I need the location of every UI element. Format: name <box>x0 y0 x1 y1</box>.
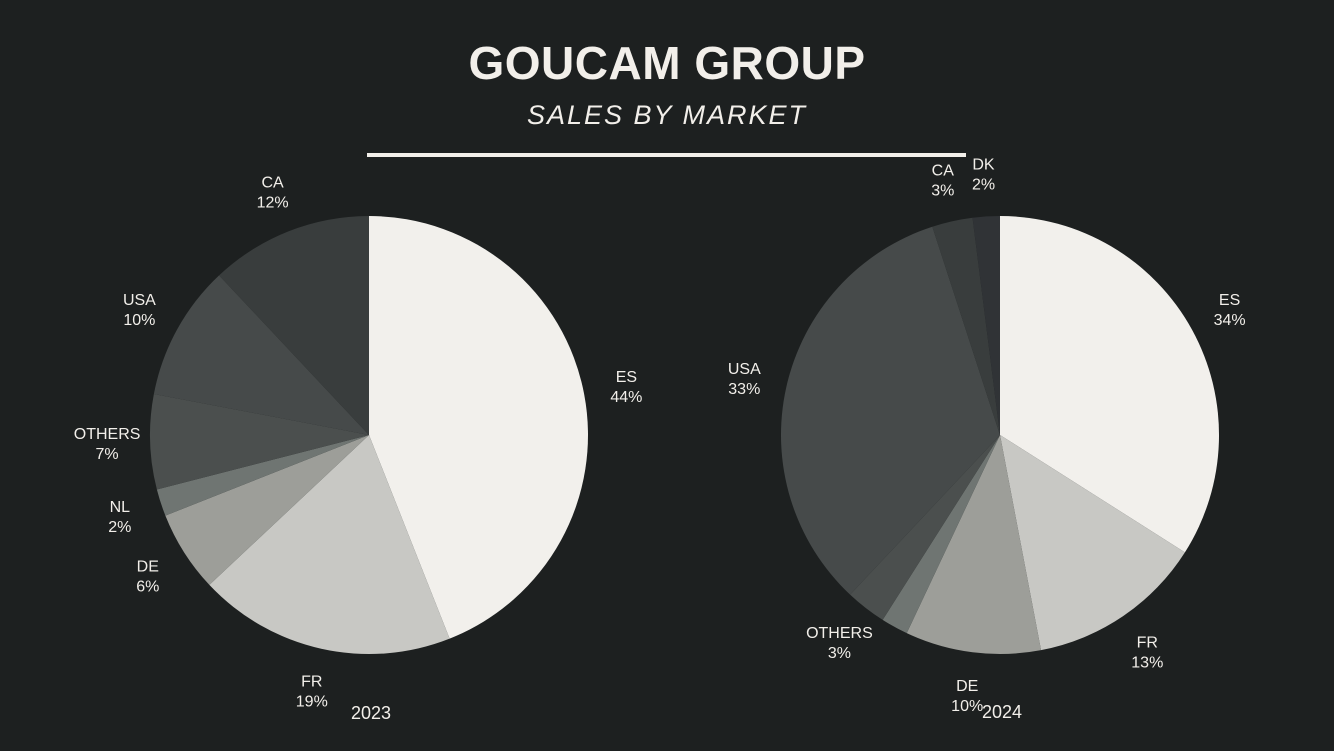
page-subtitle: SALES BY MARKET <box>526 100 808 130</box>
slice-label-2024-ca: CA 3% <box>931 162 954 199</box>
pie-slice-2024-ca <box>932 217 1000 435</box>
pie-slice-2023-de <box>165 435 369 585</box>
slice-label-2024-dk: DK 2% <box>972 157 995 194</box>
chart-year-label-2024: 2024 <box>982 702 1022 722</box>
slice-label-2023-nl: NL 2% <box>108 499 131 536</box>
title-divider <box>367 153 966 157</box>
slice-label-2023-es: ES 44% <box>610 369 642 406</box>
pie-slice-2023-ca <box>219 216 369 435</box>
slice-label-2024-es: ES 34% <box>1214 292 1246 329</box>
slice-label-2023-others: OTHERS 7% <box>74 426 141 463</box>
pie-slice-2024-de <box>906 435 1042 655</box>
slice-label-2023-ca: CA 12% <box>257 174 289 211</box>
slice-label-2023-fr: FR 19% <box>296 674 328 711</box>
pie-slice-2023-others <box>150 393 369 490</box>
pie-slice-2024-dk <box>972 216 1000 435</box>
slice-label-2023-usa: USA 10% <box>123 292 156 329</box>
pie-slice-2024-fr <box>1000 435 1185 651</box>
pie-slice-2024-unlabeled-3 <box>882 435 1000 634</box>
pie-chart-2024: ES 34% FR 13% DE 10% OTHERS 3% USA 33% CA 3% DK 2% 202… <box>728 157 1246 723</box>
chart-year-label-2023: 2023 <box>351 703 391 723</box>
pie-chart-2023: ES 44% FR 19% DE 6%NL 2% OTHERS 7% USA 10% CA 12% 202… <box>74 174 643 723</box>
pie-slice-2024-es <box>1000 216 1220 553</box>
slice-label-2024-usa: USA 33% <box>728 361 761 398</box>
slice-label-2024-de: DE 10% <box>951 678 983 715</box>
slice-label-2024-others: OTHERS 3% <box>806 625 873 662</box>
pie-slice-2023-fr <box>209 435 450 654</box>
page-title: GOUCAM GROUP <box>468 37 866 89</box>
slice-label-2024-fr: FR 13% <box>1131 635 1163 672</box>
pie-slice-2024-usa <box>781 226 1000 595</box>
slice-label-2023-de: DE 6% <box>136 558 159 595</box>
pie-slice-2023-nl <box>156 435 369 516</box>
pie-slice-2024-others <box>850 435 1000 620</box>
pie-slice-2023-es <box>369 216 588 639</box>
pie-slice-2023-usa <box>153 275 369 435</box>
